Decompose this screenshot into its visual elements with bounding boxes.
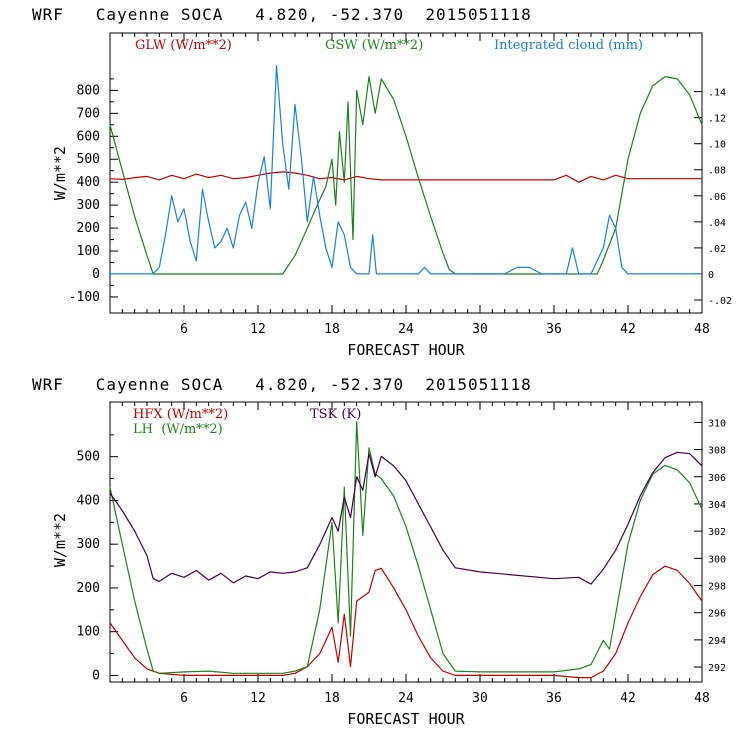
bottom-y-tick: 300 xyxy=(77,537,100,552)
bottom-right-tick: 308 xyxy=(708,446,726,457)
bottom-y-tick: 200 xyxy=(77,581,100,596)
top-plot-frame xyxy=(109,32,703,314)
bottom-series-tsk-line xyxy=(109,451,703,585)
bottom-right-tick: 302 xyxy=(708,527,726,538)
bottom-y-tick-labels: 0 100 200 300 400 500 xyxy=(77,450,100,684)
bottom-legend-hfx: HFX (W/m**2) xyxy=(133,407,228,422)
bottom-y-axis-label: W/m**2 xyxy=(51,513,69,567)
top-x-axis-label: FORECAST HOUR xyxy=(347,341,465,359)
bottom-right-tick: 294 xyxy=(708,636,726,647)
top-x-tick-labels: 6 12 18 24 30 36 42 48 xyxy=(180,322,710,337)
bottom-chart-panel: WRF Cayenne SOCA 4.820, -52.370 20150511… xyxy=(32,375,726,728)
top-x-tick: 6 xyxy=(180,322,188,337)
top-right-tick: .08 xyxy=(708,166,726,177)
bottom-x-tick: 24 xyxy=(398,691,414,706)
bottom-legend-tsk: TSK (K) xyxy=(310,407,361,422)
bottom-x-tick: 6 xyxy=(180,691,188,706)
top-x-tick: 24 xyxy=(398,322,414,337)
bottom-right-tick-labels: 292 294 296 298 300 302 304 306 308 310 xyxy=(708,418,726,674)
top-right-tick: .10 xyxy=(708,140,726,151)
bottom-right-tick: 304 xyxy=(708,500,726,511)
bottom-y-tick: 0 xyxy=(92,668,100,683)
top-x-tick: 18 xyxy=(324,322,340,337)
top-chart-title: WRF Cayenne SOCA 4.820, -52.370 20150511… xyxy=(32,5,532,24)
bottom-right-tick: 306 xyxy=(708,473,726,484)
top-right-tick: .06 xyxy=(708,192,726,203)
bottom-x-tick: 36 xyxy=(546,691,562,706)
top-x-tick: 42 xyxy=(620,322,636,337)
bottom-x-tick: 18 xyxy=(324,691,340,706)
bottom-x-tick: 30 xyxy=(472,691,488,706)
bottom-x-axis-label: FORECAST HOUR xyxy=(347,710,465,728)
top-y-tick: -100 xyxy=(69,290,100,305)
bottom-x-tick: 42 xyxy=(620,691,636,706)
top-series-gsw-line xyxy=(109,75,703,275)
top-y-tick-labels: -100 0 100 200 300 400 500 600 700 800 xyxy=(69,83,100,305)
top-x-tick: 36 xyxy=(546,322,562,337)
top-y-tick: 200 xyxy=(77,221,100,236)
bottom-right-tick: 310 xyxy=(708,418,726,429)
bottom-x-tick-labels: 6 12 18 24 30 36 42 48 xyxy=(180,691,710,706)
top-x-tick: 30 xyxy=(472,322,488,337)
top-series-glw-line xyxy=(109,171,702,183)
top-y-tick: 400 xyxy=(77,175,100,190)
top-y-tick: 700 xyxy=(77,106,100,121)
bottom-right-tick: 296 xyxy=(708,609,726,620)
bottom-y-tick: 100 xyxy=(77,625,100,640)
top-y-tick: 500 xyxy=(77,152,100,167)
top-x-tick: 12 xyxy=(250,322,266,337)
bottom-right-tick: 300 xyxy=(708,554,726,565)
top-right-tick: 0 xyxy=(708,270,714,281)
top-y-tick: 300 xyxy=(77,198,100,213)
top-right-tick: -.02 xyxy=(708,296,732,307)
bottom-x-tick: 48 xyxy=(694,691,710,706)
top-y-tick: 600 xyxy=(77,129,100,144)
top-y-axis-label: W/m**2 xyxy=(51,146,69,200)
top-y-tick: 0 xyxy=(92,267,100,282)
top-right-tick: .02 xyxy=(708,244,726,255)
top-x-tick: 48 xyxy=(694,322,710,337)
bottom-y-tick: 400 xyxy=(77,493,100,508)
bottom-right-tick: 292 xyxy=(708,663,726,674)
bottom-series-lh-line xyxy=(109,421,703,674)
bottom-y-tick: 500 xyxy=(77,450,100,465)
bottom-right-tick: 298 xyxy=(708,581,726,592)
top-right-tick-labels: -.02 0 .02 .04 .06 .08 .10 .12 .14 xyxy=(708,88,732,307)
top-chart-panel: WRF Cayenne SOCA 4.820, -52.370 20150511… xyxy=(32,5,732,359)
top-legend-gsw: GSW (W/m**2) xyxy=(325,38,423,53)
top-legend-glw: GLW (W/m**2) xyxy=(135,38,232,53)
bottom-x-tick: 12 xyxy=(250,691,266,706)
bottom-legend-lh: LH (W/m**2) xyxy=(133,422,223,437)
bottom-plot-frame xyxy=(109,401,703,683)
top-series-integrated-line xyxy=(110,64,702,275)
top-legend-cloud: Integrated cloud (mm) xyxy=(494,38,643,53)
top-right-tick: .12 xyxy=(708,114,726,125)
top-right-tick: .04 xyxy=(708,218,726,229)
top-y-tick: 800 xyxy=(77,83,100,98)
top-right-tick: .14 xyxy=(708,88,726,99)
top-y-tick: 100 xyxy=(77,244,100,259)
bottom-chart-title: WRF Cayenne SOCA 4.820, -52.370 20150511… xyxy=(32,375,532,394)
bottom-series-hfx-line xyxy=(109,565,703,679)
